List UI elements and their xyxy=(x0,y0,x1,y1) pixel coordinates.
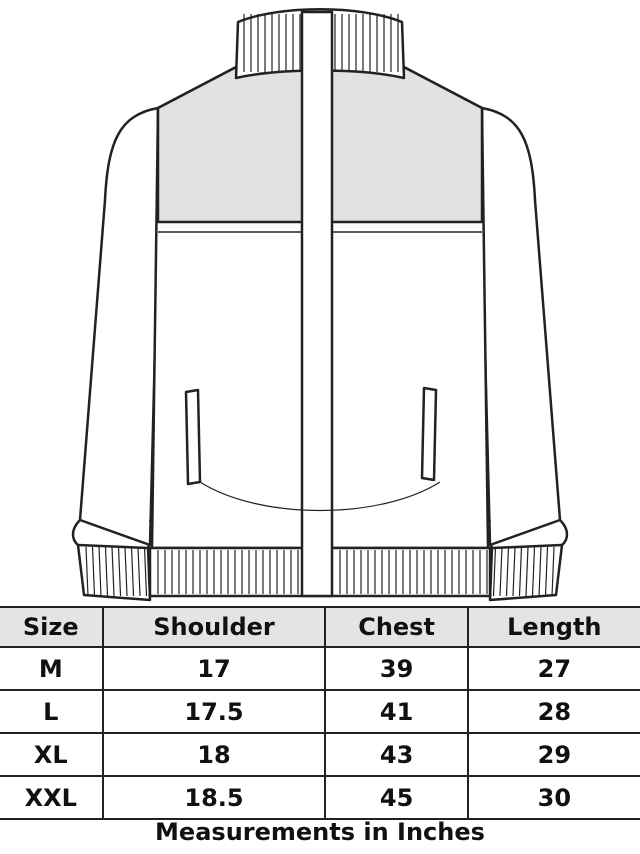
rib-line xyxy=(499,546,503,597)
header-chest: Chest xyxy=(324,606,469,648)
table-row: XL 18 43 29 xyxy=(0,732,640,777)
rib-line xyxy=(85,546,89,597)
size-cell: L xyxy=(0,689,104,734)
rib-line xyxy=(111,546,115,597)
left-pocket xyxy=(184,388,202,486)
length-cell: 30 xyxy=(466,775,640,820)
length-cell: 28 xyxy=(466,689,640,734)
shoulder-cell: 17.5 xyxy=(101,689,327,734)
rib-line xyxy=(130,546,135,597)
table-row: XXL 18.5 45 30 xyxy=(0,775,640,820)
chest-cell: 43 xyxy=(324,732,469,777)
right-sleeve xyxy=(480,106,562,547)
chest-cell: 39 xyxy=(324,646,469,691)
rib-line xyxy=(538,546,542,597)
rib-line xyxy=(143,546,148,597)
rib-line xyxy=(117,546,122,597)
size-chart-table: Size Shoulder Chest Length M 17 39 27 L … xyxy=(0,606,640,820)
right-pocket xyxy=(420,386,438,482)
rib-line xyxy=(518,546,523,597)
rib-line xyxy=(512,546,516,597)
header-shoulder: Shoulder xyxy=(101,606,327,648)
header-length: Length xyxy=(466,606,640,648)
rib-line xyxy=(505,546,510,597)
chest-cell: 41 xyxy=(324,689,469,734)
rib-line xyxy=(91,546,96,597)
shoulder-cell: 18 xyxy=(101,732,327,777)
length-cell: 29 xyxy=(466,732,640,777)
length-cell: 27 xyxy=(466,646,640,691)
table-header-row: Size Shoulder Chest Length xyxy=(0,606,640,648)
rib-line xyxy=(104,546,109,597)
rib-line xyxy=(492,546,497,597)
rib-line xyxy=(544,546,549,597)
rib-line xyxy=(137,546,141,597)
rib-line xyxy=(124,546,128,597)
measurement-units-caption: Measurements in Inches xyxy=(155,818,485,846)
rib-line xyxy=(551,546,555,597)
table-row: M 17 39 27 xyxy=(0,646,640,691)
jacket-illustration xyxy=(71,8,569,602)
left-sleeve xyxy=(78,106,160,547)
size-cell: XL xyxy=(0,732,104,777)
rib-line xyxy=(525,546,529,597)
table-row: L 17.5 41 28 xyxy=(0,689,640,734)
rib-line xyxy=(98,546,102,597)
shoulder-cell: 17 xyxy=(101,646,327,691)
zipper-placket xyxy=(300,10,334,598)
chest-cell: 45 xyxy=(324,775,469,820)
shoulder-cell: 18.5 xyxy=(101,775,327,820)
rib-line xyxy=(531,546,536,597)
size-cell: M xyxy=(0,646,104,691)
size-cell: XXL xyxy=(0,775,104,820)
header-size: Size xyxy=(0,606,104,648)
